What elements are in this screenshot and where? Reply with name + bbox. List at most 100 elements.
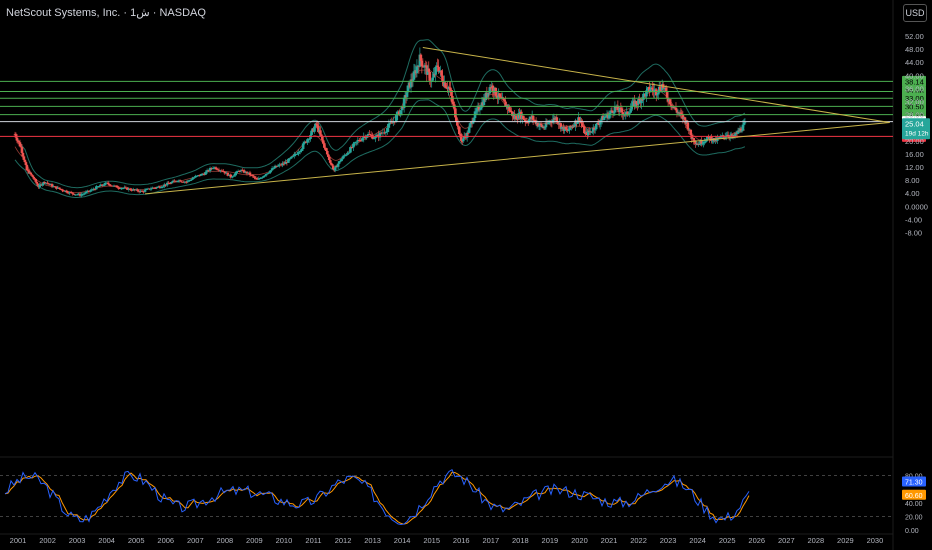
candle-body [346,153,349,155]
candle-body [515,116,518,120]
candle-body [105,182,108,184]
candle-body [523,119,527,122]
trendlines[interactable] [145,46,890,195]
interval-label[interactable]: 1ش [130,7,150,19]
candle-body [396,111,400,116]
candle-body [415,66,419,74]
year-tick-label: 2009 [246,536,263,545]
candle-body [630,106,633,109]
candle-body [440,70,443,76]
candle-body [189,179,193,181]
candle-body [516,119,519,121]
candle-body [436,65,439,67]
candle-body [355,141,358,143]
candle-body [65,190,69,193]
currency-button[interactable]: USD [903,4,927,22]
candle-body [248,172,252,176]
candle-body [201,174,204,176]
candle-body [556,122,560,124]
candle-body [640,99,643,104]
candle-body [375,134,379,137]
candle-body [405,92,409,97]
candle-body [495,95,499,98]
candle-body [238,170,241,172]
candle-body [502,97,505,101]
candle-body [593,129,597,131]
candle-body [627,113,630,115]
price-axis[interactable]: 52.0048.0044.0040.0036.0032.0028.0024.00… [902,32,930,238]
candle-body [261,176,265,178]
year-tick-label: 2021 [601,536,618,545]
candle-body [96,186,100,188]
year-tick-label: 2023 [660,536,677,545]
candle-body [245,171,249,174]
candle-body [269,170,272,173]
candle-body [642,93,645,100]
candle-body [148,188,151,190]
candle-body [292,154,296,157]
candle-body [664,87,668,93]
chart-header: NetScout Systems, Inc. · 1ش · NASDAQ [6,6,206,19]
candle-body [668,99,672,105]
candle-body [52,186,55,188]
candle-body [196,175,200,177]
candle-body [609,110,613,113]
rsi-tick-label: 40.00 [905,501,923,508]
candle-body [419,54,423,61]
candle-body [58,187,61,189]
candle-body [674,107,678,111]
candle-body [38,184,41,188]
candle-body [486,92,490,97]
year-tick-label: 2005 [128,536,145,545]
price-tick-label: 44.00 [905,58,924,67]
rsi-signal-line [4,471,750,525]
candle-body [68,192,72,194]
candle-body [321,136,324,141]
candle-body [690,135,694,139]
candle-body [256,178,259,180]
candle-body [260,177,264,179]
candle-body [394,115,398,122]
candle-body [431,77,434,81]
candle-body [618,107,622,112]
candle-body [488,87,492,94]
candle-body [61,189,64,191]
candle-body [384,132,388,134]
candle-body [568,126,571,131]
year-tick-label: 2006 [157,536,174,545]
candle-body [594,123,598,130]
candle-body [686,122,690,130]
header-separator: · [120,7,131,19]
candle-body [204,171,207,175]
candle-body [320,134,323,137]
header-separator-2: · [149,7,160,19]
candle-body [80,194,83,196]
candle-body [188,180,191,182]
candle-body [522,119,526,121]
candle-body [402,97,406,109]
rsi-line [4,468,750,526]
candle-body [491,85,495,92]
candle-body [77,193,80,195]
candle-body [161,186,165,188]
candle-body [162,184,166,187]
candle-body [143,189,147,192]
candle-body [259,177,262,179]
year-tick-label: 2020 [571,536,588,545]
time-axis[interactable]: 2001 2002 2003 2004 2005 2006 2007 2008 2009 2010… [0,533,893,545]
candle-body [742,122,746,125]
candle-body [301,143,305,149]
candle-body [146,188,150,190]
candle-body [22,156,26,160]
candle-body [173,180,176,182]
candle-body [420,60,424,67]
countdown-label: 19d 12h [905,130,929,137]
candle-body [186,180,190,182]
candle-body [636,103,639,105]
rsi-tick-label: 0.00 [905,528,919,535]
candle-body [374,136,377,139]
price-tick-label: 32.00 [905,98,924,107]
candle-body [66,192,70,194]
